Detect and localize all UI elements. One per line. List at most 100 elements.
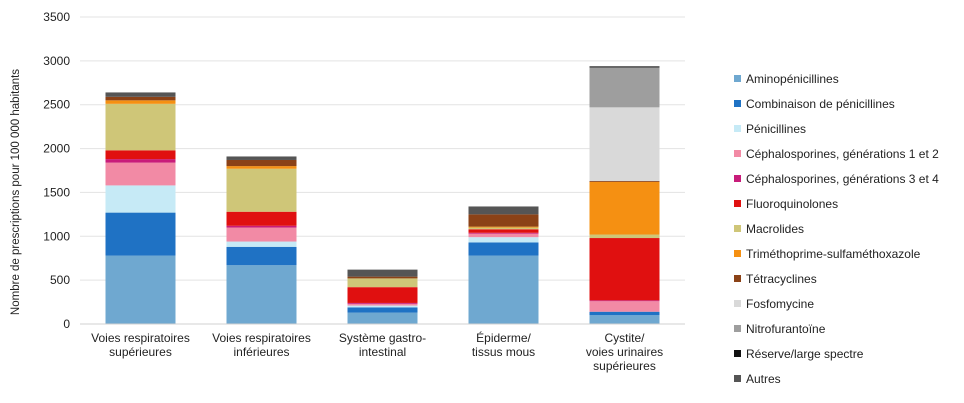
y-axis-label: Nombre de prescriptions pour 100 000 hab… xyxy=(10,69,22,315)
legend-label: Céphalosporines, générations 3 et 4 xyxy=(746,171,939,186)
legend-label: Fluoroquinolones xyxy=(746,196,839,211)
legend-label: Pénicillines xyxy=(746,121,807,136)
bar-segment xyxy=(105,255,176,324)
bar-segment xyxy=(468,237,539,243)
bar-segment xyxy=(468,233,539,238)
legend: Aminopénicillines Combinaison de pénicill… xyxy=(734,66,939,391)
legend-swatch xyxy=(734,375,741,382)
y-tick-label: 3000 xyxy=(43,54,70,68)
legend-label: Réserve/large spectre xyxy=(746,346,864,361)
bar-segment xyxy=(468,232,539,234)
bar-segment xyxy=(226,225,297,228)
bar-segment xyxy=(589,107,660,182)
bar-segment xyxy=(468,226,539,228)
x-tick-label: Cystite/ xyxy=(604,331,645,345)
legend-swatch xyxy=(734,150,741,157)
legend-label: Nitrofurantoïne xyxy=(746,321,826,336)
x-tick-label: voies urinaires xyxy=(586,345,663,359)
bar-segment xyxy=(589,300,660,302)
legend-label: Tétracyclines xyxy=(746,271,817,286)
legend-item: Nitrofurantoïne xyxy=(734,316,939,341)
legend-swatch xyxy=(734,175,741,182)
y-axis-ticks: 0 500 1000 1500 2000 2500 3000 3500 xyxy=(43,10,70,331)
bar-segment xyxy=(468,206,539,215)
legend-swatch xyxy=(734,300,741,307)
bar-segment xyxy=(468,255,539,324)
legend-swatch xyxy=(734,75,741,82)
bar-segment xyxy=(226,265,297,324)
bar-segment xyxy=(105,212,176,256)
x-tick-label: Voies respiratoires xyxy=(212,331,311,345)
bar-segment xyxy=(347,312,418,324)
bar-segment xyxy=(468,227,539,230)
legend-label: Fosfomycine xyxy=(746,296,815,311)
legend-swatch xyxy=(734,325,741,332)
bar-segment xyxy=(105,96,176,101)
legend-swatch xyxy=(734,225,741,232)
legend-swatch xyxy=(734,125,741,132)
bar-segment xyxy=(589,315,660,324)
x-tick-label: Système gastro- xyxy=(339,331,426,345)
x-tick-label: intestinal xyxy=(359,345,406,359)
bar-segment xyxy=(589,181,660,182)
legend-item: Combinaison de pénicillines xyxy=(734,91,939,116)
bar-segment xyxy=(226,168,297,212)
legend-swatch xyxy=(734,200,741,207)
bar-segment xyxy=(105,92,176,97)
bar-segment xyxy=(105,185,176,213)
x-tick-label: inférieures xyxy=(233,345,289,359)
bar-segment xyxy=(226,211,297,226)
legend-label: Triméthoprime-sulfaméthoxazole xyxy=(746,246,921,261)
bar-segment xyxy=(226,159,297,167)
legend-label: Macrolides xyxy=(746,221,805,236)
bar-segment xyxy=(226,227,297,242)
y-tick-label: 1500 xyxy=(43,185,70,199)
bar-segment xyxy=(226,156,297,160)
bar-segment xyxy=(589,238,660,301)
x-tick-label: supérieures xyxy=(109,345,172,359)
x-tick-label: Voies respiratoires xyxy=(91,331,190,345)
bar-segment xyxy=(468,214,539,227)
legend-item: Tétracyclines xyxy=(734,266,939,291)
legend-swatch xyxy=(734,275,741,282)
bar-segment xyxy=(226,241,297,247)
bar-segment xyxy=(589,66,660,68)
bar-segment xyxy=(105,159,176,163)
bar-segment xyxy=(347,287,418,303)
legend-label: Autres xyxy=(746,371,781,386)
legend-label: Céphalosporines, générations 1 et 2 xyxy=(746,146,939,161)
bar-segment xyxy=(105,150,176,160)
y-tick-label: 500 xyxy=(50,273,70,287)
legend-item: Céphalosporines, générations 3 et 4 xyxy=(734,166,939,191)
bar-segment xyxy=(347,276,418,279)
bar-segment xyxy=(226,246,297,266)
gridlines xyxy=(80,16,685,281)
legend-item: Autres xyxy=(734,366,939,391)
bar-segment xyxy=(589,181,660,235)
legend-swatch xyxy=(734,100,741,107)
x-tick-label: tissus mous xyxy=(472,345,535,359)
legend-label: Combinaison de pénicillines xyxy=(746,96,895,111)
legend-item: Triméthoprime-sulfaméthoxazole xyxy=(734,241,939,266)
legend-swatch xyxy=(734,250,741,257)
legend-item: Macrolides xyxy=(734,216,939,241)
x-tick-label: Épiderme/ xyxy=(476,330,531,345)
bar-segment xyxy=(226,166,297,169)
bar-segment xyxy=(589,301,660,312)
bar-segment xyxy=(468,229,539,233)
y-tick-label: 3500 xyxy=(43,10,70,24)
legend-item: Réserve/large spectre xyxy=(734,341,939,366)
legend-item: Fluoroquinolones xyxy=(734,191,939,216)
bar-segment xyxy=(347,302,418,304)
legend-swatch xyxy=(734,350,741,357)
bar-segment xyxy=(347,305,418,308)
bar-segment xyxy=(589,234,660,239)
legend-item: Céphalosporines, générations 1 et 2 xyxy=(734,141,939,166)
bars xyxy=(105,66,660,324)
bar-segment xyxy=(347,278,418,288)
legend-label: Aminopénicillines xyxy=(746,71,839,86)
bar-segment xyxy=(105,103,176,151)
x-tick-label: supérieures xyxy=(593,359,656,373)
